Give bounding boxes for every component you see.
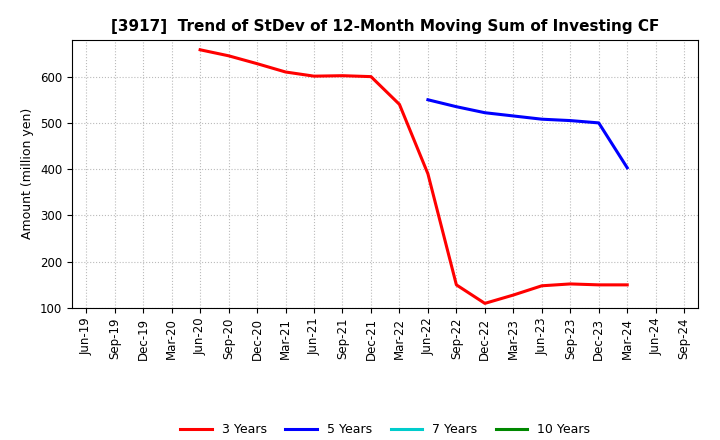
Title: [3917]  Trend of StDev of 12-Month Moving Sum of Investing CF: [3917] Trend of StDev of 12-Month Moving… xyxy=(111,19,660,34)
Legend: 3 Years, 5 Years, 7 Years, 10 Years: 3 Years, 5 Years, 7 Years, 10 Years xyxy=(176,418,595,440)
Y-axis label: Amount (million yen): Amount (million yen) xyxy=(22,108,35,239)
